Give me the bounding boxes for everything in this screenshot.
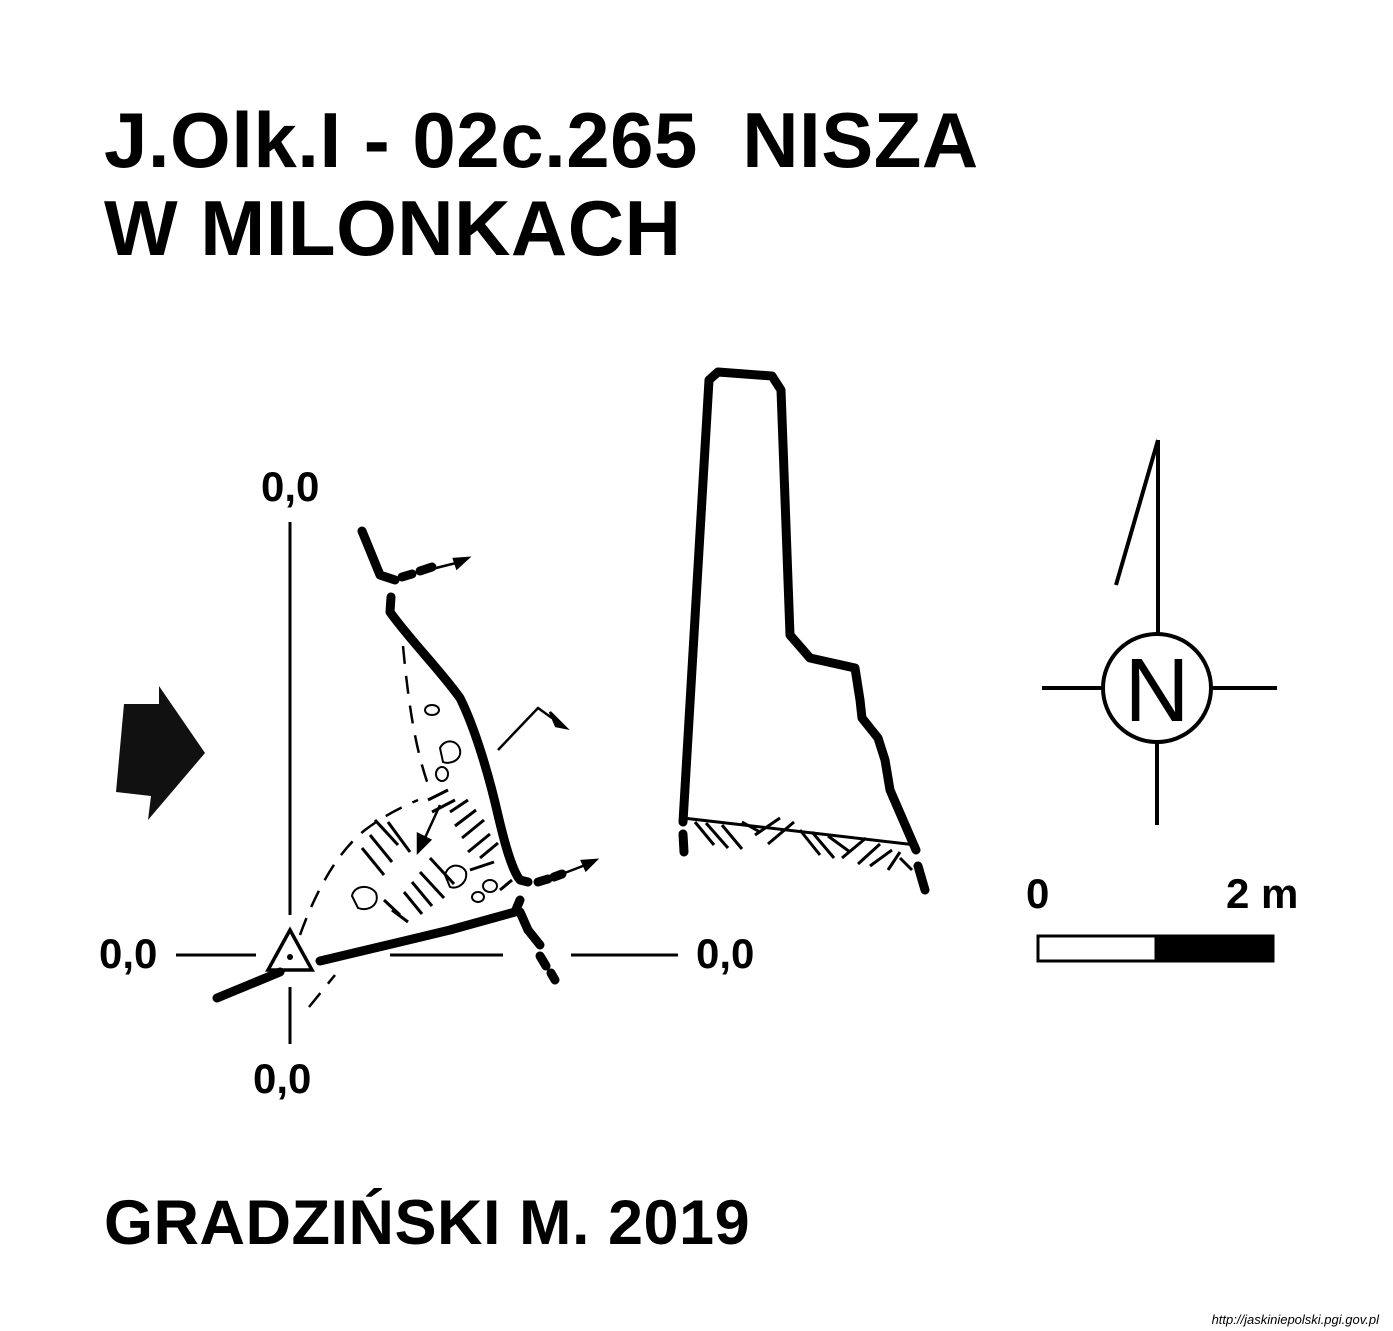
scale-bar-start-label: 0 [1026, 870, 1050, 917]
plan-view-walls [212, 526, 545, 1003]
title-line-1: J.Olk.I - 02c.265 NISZA [104, 96, 979, 184]
source-credit: http://jaskiniepolski.pgi.gov.pl [1211, 1312, 1379, 1327]
map-title: J.Olk.I - 02c.265 NISZA W MILONKACH [104, 96, 979, 272]
scale-bar-dark-segment [1154, 934, 1275, 963]
scale-bar-end-label: 2 m [1226, 870, 1299, 917]
continuation-arrows [431, 556, 600, 876]
datum-label-left: 0,0 [99, 930, 158, 977]
sediment-hatching-plan [360, 788, 513, 924]
survey-station-icon [265, 926, 315, 972]
scale-bar [1036, 934, 1275, 963]
datum-label-right: 0,0 [696, 930, 755, 977]
author-credit: GRADZIŃSKI M. 2019 [104, 1188, 751, 1258]
cross-section-walls [678, 367, 930, 895]
entrance-arrow-icon [116, 686, 205, 820]
datum-label-top: 0,0 [261, 463, 320, 510]
wall-continuation-dashes [397, 562, 567, 985]
ceiling-edge-dashes [298, 645, 432, 1008]
title-line-2: W MILONKACH [104, 184, 682, 272]
sediment-hatching-section [693, 816, 914, 872]
north-arrow-icon: N [1042, 439, 1277, 825]
flow-arrow [416, 804, 442, 856]
datum-label-bottom: 0,0 [253, 1055, 312, 1102]
datum-cross-lines [176, 522, 678, 1044]
section-line-marker [497, 706, 570, 751]
rock-debris [350, 704, 498, 911]
scale-bar-light-segment [1036, 934, 1158, 963]
north-arrow-letter: N [1125, 641, 1190, 741]
